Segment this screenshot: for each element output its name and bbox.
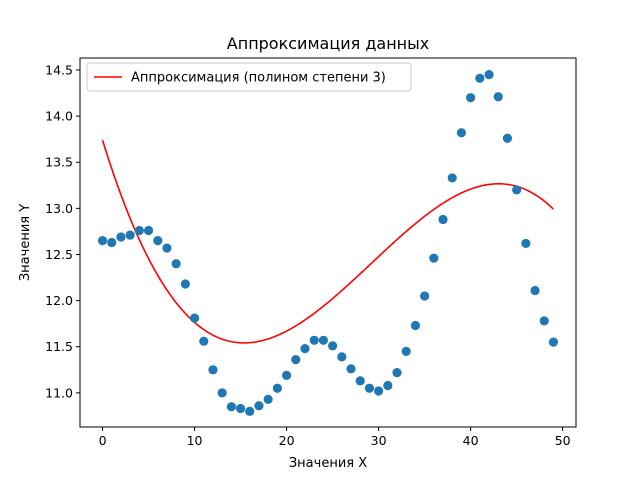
data-point bbox=[328, 341, 338, 351]
data-point bbox=[484, 70, 494, 80]
data-point bbox=[309, 335, 319, 345]
legend-label-fit: Аппроксимация (полином степени 3) bbox=[131, 71, 386, 86]
data-point bbox=[107, 237, 117, 248]
data-point bbox=[346, 364, 356, 374]
fit-curve bbox=[101, 139, 555, 344]
data-point bbox=[521, 238, 531, 249]
x-tick-label: 40 bbox=[463, 433, 479, 448]
data-point bbox=[438, 214, 448, 225]
data-point bbox=[134, 225, 144, 236]
data-point bbox=[539, 316, 549, 326]
y-tick-label: 13.0 bbox=[45, 201, 73, 216]
x-axis-label: Значения X bbox=[289, 456, 367, 471]
y-tick-label: 13.5 bbox=[45, 155, 73, 170]
data-point bbox=[291, 355, 301, 365]
data-point bbox=[143, 225, 154, 236]
data-point bbox=[493, 92, 503, 102]
data-point bbox=[300, 343, 310, 354]
data-point bbox=[410, 320, 421, 331]
x-tick-label: 0 bbox=[99, 433, 107, 448]
data-points bbox=[97, 70, 559, 416]
data-point bbox=[355, 376, 365, 386]
y-tick-label: 11.5 bbox=[45, 339, 73, 354]
data-point bbox=[199, 336, 209, 346]
x-tick-label: 30 bbox=[371, 433, 387, 448]
data-point bbox=[548, 337, 559, 347]
x-axis-ticks: 0 10 20 30 40 50 bbox=[99, 427, 571, 448]
data-point bbox=[226, 402, 236, 412]
data-point bbox=[420, 291, 430, 301]
data-point bbox=[337, 352, 347, 362]
data-point bbox=[383, 380, 393, 391]
data-point bbox=[502, 133, 513, 143]
data-point bbox=[530, 285, 540, 296]
data-point bbox=[97, 236, 108, 246]
data-point bbox=[125, 230, 135, 240]
data-point bbox=[456, 128, 467, 138]
x-tick-label: 20 bbox=[279, 433, 295, 448]
data-point bbox=[447, 173, 457, 183]
data-point bbox=[217, 388, 227, 398]
y-tick-label: 12.0 bbox=[45, 293, 73, 308]
data-point bbox=[245, 406, 255, 416]
plot-area bbox=[79, 57, 577, 428]
data-point bbox=[263, 394, 273, 404]
data-point bbox=[512, 185, 522, 195]
data-point bbox=[208, 365, 218, 375]
data-point bbox=[189, 313, 200, 323]
legend: Аппроксимация (полином степени 3) bbox=[86, 62, 412, 92]
y-axis-ticks: 11.0 11.5 12.0 12.5 13.0 13.5 14.0 14.5 bbox=[45, 62, 80, 400]
fit-line-group bbox=[101, 139, 555, 344]
data-point bbox=[272, 383, 282, 393]
y-tick-label: 14.0 bbox=[45, 109, 73, 124]
y-axis-label: Значения Y bbox=[18, 204, 33, 281]
y-tick-label: 14.5 bbox=[45, 62, 73, 77]
y-tick-label: 12.5 bbox=[45, 247, 73, 262]
data-point bbox=[475, 73, 485, 83]
data-point bbox=[153, 236, 163, 246]
legend-box bbox=[86, 62, 412, 92]
data-point bbox=[401, 346, 411, 356]
data-point bbox=[180, 279, 190, 289]
data-point bbox=[162, 243, 172, 253]
chart-title: Аппроксимация данных bbox=[227, 34, 429, 53]
data-point bbox=[466, 93, 476, 103]
data-point bbox=[392, 367, 402, 378]
data-point bbox=[364, 383, 375, 393]
axes-frame bbox=[79, 57, 577, 428]
data-point bbox=[318, 335, 328, 345]
x-tick-label: 10 bbox=[187, 433, 203, 448]
data-point bbox=[281, 370, 292, 380]
data-point bbox=[374, 386, 384, 396]
data-point bbox=[116, 232, 126, 242]
y-tick-label: 11.0 bbox=[45, 385, 73, 400]
data-point bbox=[429, 253, 439, 263]
data-point bbox=[171, 259, 181, 269]
data-point bbox=[235, 403, 246, 414]
x-tick-label: 50 bbox=[555, 433, 571, 448]
data-point bbox=[254, 401, 264, 411]
